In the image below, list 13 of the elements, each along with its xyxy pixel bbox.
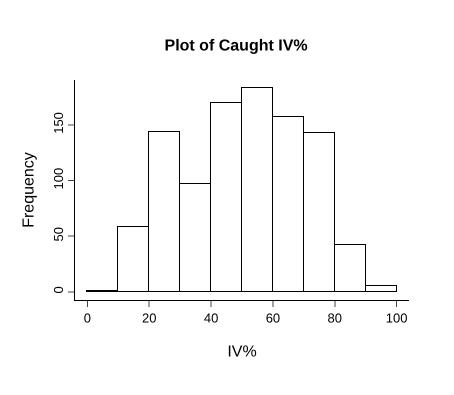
x-tick-label: 80 — [328, 310, 342, 326]
y-tick-label: 100 — [50, 168, 66, 190]
x-axis-title: IV% — [227, 343, 257, 360]
y-tick-label: 150 — [50, 112, 66, 134]
y-tick-label: 50 — [50, 227, 66, 242]
x-tick-label: 60 — [266, 310, 280, 326]
y-axis-title: Frequency — [20, 152, 38, 228]
x-tick-label: 20 — [142, 310, 156, 326]
x-tick-label: 0 — [84, 310, 91, 326]
chart-title: Plot of Caught IV% — [164, 38, 308, 55]
x-tick-label: 40 — [204, 310, 218, 326]
y-tick-label: 0 — [50, 286, 66, 294]
x-tick-label: 100 — [386, 310, 408, 326]
